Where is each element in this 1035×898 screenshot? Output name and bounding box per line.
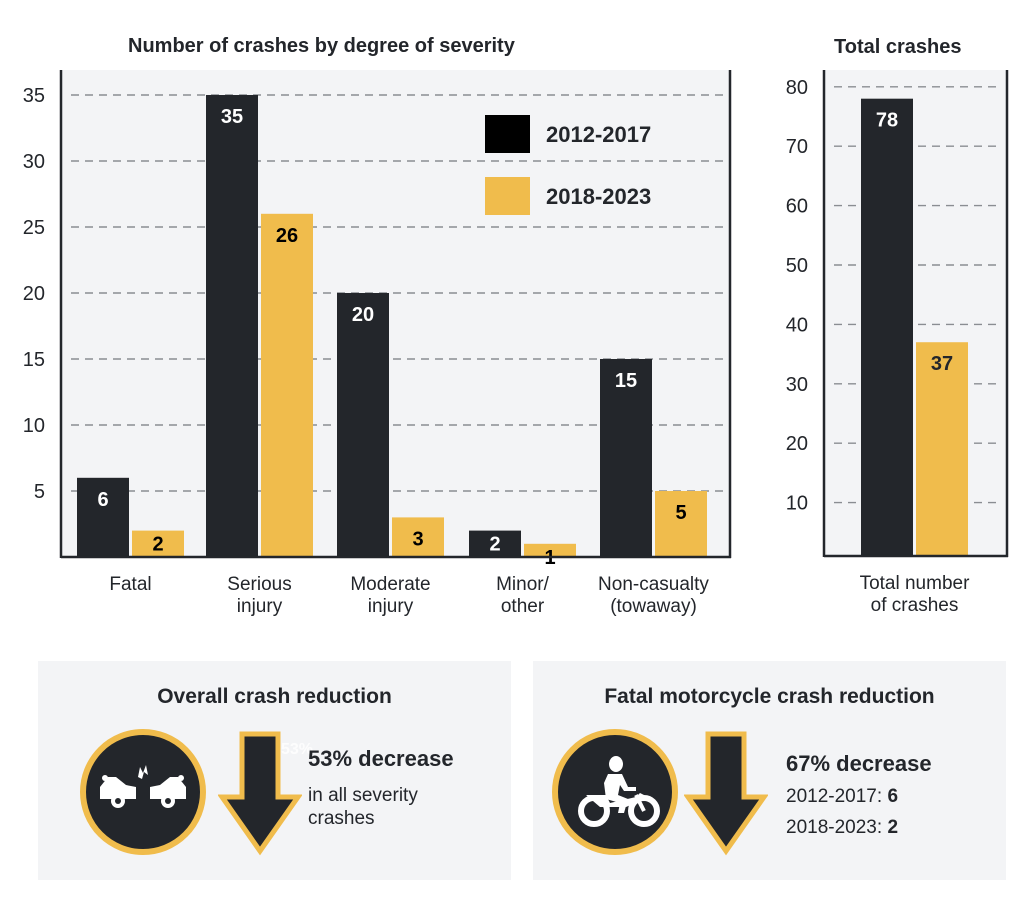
motorcycle-headline: 67% decrease [786,751,932,776]
y-tick-label: 10 [786,493,808,515]
x-category-label: (towaway) [610,596,697,617]
overall-panel-title: Overall crash reduction [157,685,392,708]
stat-value: 6 [887,786,899,807]
y-tick-label: 15 [23,349,45,371]
data-label: 6 [97,489,108,511]
data-label: 3 [412,528,423,550]
stat-label: 2018-2023: [786,817,883,838]
motorcycle-panel-title: Fatal motorcycle crash reduction [604,685,935,708]
y-tick-label: 10 [23,415,45,437]
x-category-label: Non-casualty [598,574,709,595]
main-chart-title: Number of crashes by degree of severity [128,35,515,57]
legend-label: 2012-2017 [546,122,651,147]
x-category-label: injury [368,596,414,617]
x-category-label: of crashes [871,595,959,616]
x-category-label: Minor/ [496,574,550,595]
x-category-label: Fatal [109,574,151,595]
bar-2018-2023 [655,491,707,557]
bar-2012-2017 [337,293,389,557]
x-category-label: Total number [860,573,971,594]
y-tick-label: 50 [786,255,808,277]
x-category-label: injury [237,596,283,617]
bar-2012-2017 [600,359,652,557]
bar-2018-2023 [132,530,184,557]
overall-ghost-label: 53% [281,741,314,758]
legend-swatch-2012-2017 [485,115,530,153]
data-label: 20 [352,304,374,326]
overall-reduction-panel: Overall crash reduction 53% 53% decrease… [38,661,511,880]
bar-2018-2023 [916,342,968,556]
y-tick-label: 70 [786,136,808,158]
overall-detail-line-1: in all severity [308,785,418,806]
data-label: 78 [876,110,898,132]
plot-area [824,70,1007,556]
bar-2012-2017 [206,95,258,557]
data-label: 2 [489,534,500,556]
motorcycle-icon [552,729,678,855]
y-tick-label: 20 [23,283,45,305]
legend-swatch-2018-2023 [485,177,530,215]
x-category-label: Serious [227,574,291,595]
bar-2018-2023 [261,213,313,558]
car-crash-icon [80,729,206,855]
overall-detail-line-2: crashes [308,808,375,829]
data-label: 2 [152,534,163,556]
bar-2018-2023 [524,543,576,557]
y-tick-label: 20 [786,433,808,455]
y-tick-label: 30 [23,151,45,173]
total-chart-title: Total crashes [834,36,962,58]
data-label: 37 [931,353,953,375]
y-tick-label: 5 [34,481,45,503]
down-arrow-icon [684,731,768,856]
overall-headline: 53% decrease [308,746,454,771]
legend-label: 2018-2023 [546,184,651,209]
y-tick-label: 25 [23,217,45,239]
y-tick-label: 60 [786,196,808,218]
motorcycle-reduction-panel: Fatal motorcycle crash reduction 67% dec… [533,661,1006,880]
x-category-label: other [501,596,545,617]
y-tick-label: 35 [23,85,45,107]
data-label: 5 [675,502,686,524]
x-category-label: Moderate [350,574,430,595]
bar-2012-2017 [861,98,913,557]
data-label: 26 [276,225,298,247]
bar-2012-2017 [469,530,521,557]
stat-value: 2 [887,817,899,838]
data-label: 15 [615,370,637,392]
severity-bar-chart: 510152025303562Fatal3526Seriousinjury203… [23,70,732,617]
motorcycle-stat-2: 2018-2023: 2 [786,816,898,839]
y-tick-label: 80 [786,77,808,99]
y-tick-label: 30 [786,374,808,396]
data-label: 35 [221,106,243,128]
bar-2012-2017 [77,477,129,557]
bar-2018-2023 [392,517,444,557]
y-tick-label: 40 [786,314,808,336]
stat-label: 2012-2017: [786,786,883,807]
down-arrow-icon [218,731,302,856]
motorcycle-stat-1: 2012-2017: 6 [786,785,898,808]
